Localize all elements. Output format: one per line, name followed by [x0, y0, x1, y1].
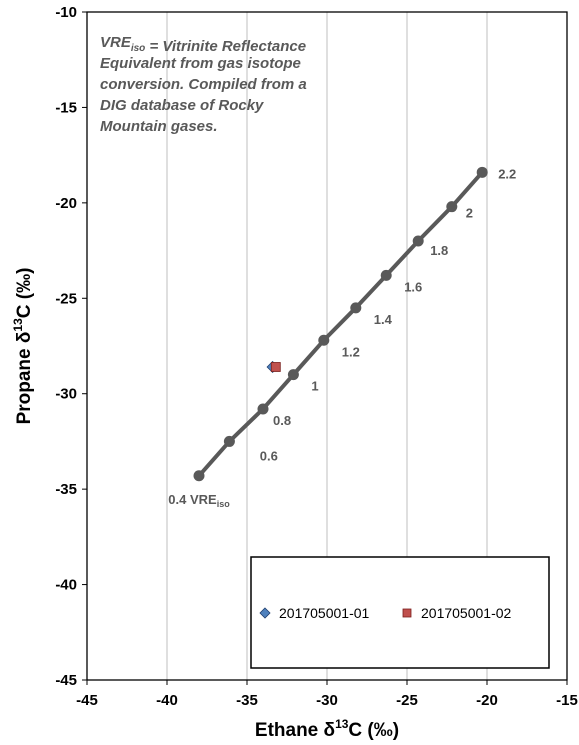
- annotation-text: Equivalent from gas isotope: [100, 55, 301, 72]
- vre-point: [412, 235, 424, 247]
- annotation-text: VRE: [100, 34, 132, 51]
- vre-point-label-text: 0.4 VRE: [168, 492, 217, 507]
- y-tick-label: -25: [55, 290, 77, 307]
- annotation-line: conversion. Compiled from a: [100, 76, 307, 93]
- y-tick-label: -45: [55, 672, 77, 689]
- y-tick-label: -15: [55, 99, 77, 116]
- vre-point-label: 0.8: [273, 413, 291, 428]
- vre-point-label-text: 1.8: [430, 243, 448, 258]
- vre-point-label-text: 1.2: [342, 344, 360, 359]
- y-axis-title: Propane δ13C (‰): [11, 268, 35, 425]
- x-tick-label: -40: [156, 692, 178, 709]
- vre-point-label-text: 2.2: [498, 166, 516, 181]
- vre-point-label: 1.2: [342, 344, 360, 359]
- vre-point-label-text: 1.6: [404, 279, 422, 294]
- vre-point-label: 1.8: [430, 243, 448, 258]
- vre-point: [380, 269, 392, 281]
- vre-point-label: 0.6: [260, 449, 278, 464]
- x-tick-label: -15: [556, 692, 578, 709]
- vre-point-label: 1.4: [374, 312, 393, 327]
- x-tick-label: -25: [396, 692, 418, 709]
- vre-point-label-text: 2: [466, 206, 473, 221]
- y-tick-label: -35: [55, 481, 77, 498]
- y-axis-title-base: Propane δ: [14, 332, 35, 425]
- x-axis-title-base: Ethane δ: [255, 720, 335, 740]
- vre-point-label: 0.4 VREiso: [168, 492, 230, 509]
- y-tick-label: -10: [55, 4, 77, 21]
- legend-box: [250, 556, 550, 669]
- vre-point: [350, 302, 362, 314]
- legend-marker-diamond: [259, 607, 271, 619]
- vre-point-label-subscript: iso: [217, 499, 231, 509]
- vre-point-label: 1.6: [404, 279, 422, 294]
- legend: 201705001-01 201705001-02: [250, 556, 550, 669]
- x-tick-label: -45: [76, 692, 98, 709]
- annotation-text: conversion. Compiled from a: [100, 76, 307, 93]
- annotation-text: Mountain gases.: [100, 118, 218, 135]
- annotation-line: DIG database of Rocky: [100, 97, 264, 114]
- y-tick-label: -40: [55, 577, 77, 594]
- vre-point: [476, 166, 488, 178]
- legend-marker-square: [402, 608, 412, 618]
- annotation-line: VREiso = Vitrinite Reflectance: [100, 34, 306, 55]
- annotation-text: DIG database of Rocky: [100, 97, 264, 114]
- x-axis-title-sup: 13: [335, 717, 349, 731]
- x-axis-title-tail: C (‰): [348, 720, 399, 740]
- annotation-line: Equivalent from gas isotope: [100, 55, 301, 72]
- vre-point: [193, 470, 205, 482]
- legend-label: 201705001-02: [421, 605, 512, 621]
- vre-reference-line: [197, 170, 484, 478]
- y-axis-title-tail: C (‰): [14, 268, 35, 319]
- y-tick-label: -30: [55, 386, 77, 403]
- x-tick-label: -20: [476, 692, 498, 709]
- vre-point: [223, 435, 235, 447]
- legend-label: 201705001-01: [279, 605, 370, 621]
- vre-point-label: 1: [311, 379, 318, 394]
- annotation-line: Mountain gases.: [100, 118, 218, 135]
- vre-point-label: 2: [466, 206, 473, 221]
- vre-point-label: 2.2: [498, 166, 516, 181]
- x-tick-label: -35: [236, 692, 258, 709]
- y-axis-title-sup: 13: [11, 318, 25, 332]
- annotation-subscript: iso: [131, 43, 145, 54]
- vre-point-label-text: 1: [311, 379, 318, 394]
- vre-point: [446, 201, 458, 213]
- vre-point-label-text: 1.4: [374, 312, 393, 327]
- vre-point: [257, 403, 269, 415]
- x-tick-label: -30: [316, 692, 338, 709]
- vre-point: [287, 369, 299, 381]
- series-point-square: [270, 362, 281, 372]
- vre-point: [318, 334, 330, 346]
- x-axis-title: Ethane δ13C (‰): [255, 717, 399, 740]
- vre-point-label-text: 0.8: [273, 413, 291, 428]
- annotation-text: = Vitrinite Reflectance: [145, 38, 306, 55]
- y-tick-label: -20: [55, 195, 77, 212]
